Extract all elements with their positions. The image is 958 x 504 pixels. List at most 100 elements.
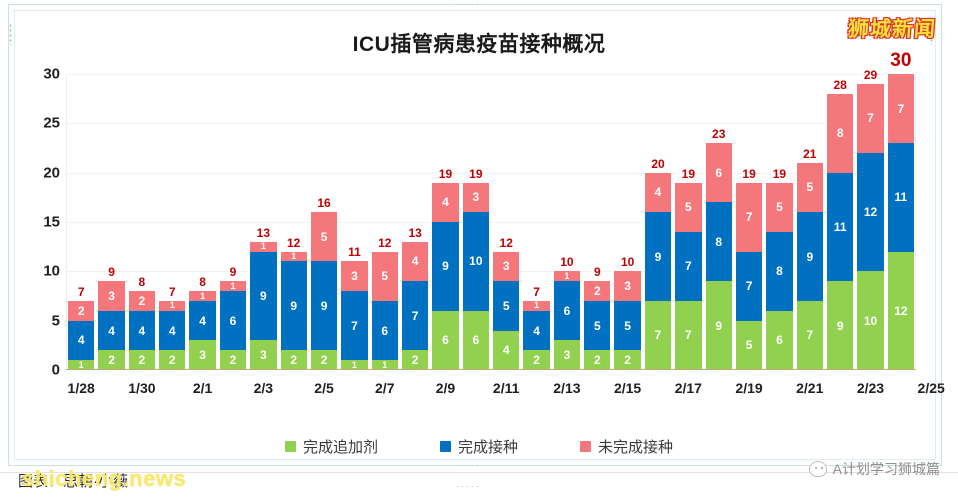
segment-value-label: 4 [411,254,419,269]
segment-booster: 6 [431,310,460,370]
segment-unvaccinated: 7 [734,182,764,252]
segment-value-label: 9 [715,318,723,333]
watermark-top-right: 狮城新闻 [847,18,937,41]
bar-column[interactable]: 10 3 5 2 [612,74,642,370]
legend-item[interactable]: 完成追加剂 [284,436,378,457]
bar-column[interactable]: 19 5 8 6 [764,74,794,370]
frame-grip-top-icon [455,2,481,7]
bar-total-label: 9 [593,265,601,280]
bar-column[interactable]: 16 5 9 2 [309,74,339,370]
bar-column[interactable]: 12 1 9 2 [279,74,309,370]
x-axis-tick-label: 1/28 [67,380,95,396]
bar-column[interactable]: 12 3 5 4 [491,74,521,370]
segment-booster: 9 [704,281,733,370]
segment-vaccinated: 8 [704,202,733,282]
chart-source-text: 图表：思朝·小薇 [18,473,128,490]
bar-column[interactable]: 30 7 11 12 [886,50,916,370]
bar-column[interactable]: 19 5 7 7 [673,74,703,370]
bar-column[interactable]: 12 5 6 1 [370,74,400,370]
segment-vaccinated: 9 [795,212,824,301]
segment-value-label: 2 [533,353,540,368]
x-axis-tick-label: 2/17 [674,380,702,396]
legend-swatch-icon [580,441,591,452]
bar-column[interactable]: 20 4 9 7 [643,74,673,370]
bar-column[interactable]: 10 1 6 3 [552,74,582,370]
segment-value-label: 7 [867,111,874,126]
bar-column[interactable]: 19 7 7 5 [734,74,764,370]
segment-booster: 10 [856,271,885,370]
segment-value-label: 3 [472,190,480,205]
segment-unvaccinated: 7 [856,83,885,153]
bar-column[interactable]: 19 4 9 6 [430,74,460,370]
bar-total-label: 21 [803,146,817,161]
x-axis-tick-label: 2/11 [492,380,520,396]
segment-unvaccinated: 1 [158,301,187,311]
legend-swatch-icon [439,441,451,452]
segment-value-label: 5 [502,298,510,313]
segment-booster: 2 [97,350,126,370]
segment-value-label: 7 [897,101,905,116]
segment-vaccinated: 4 [67,320,96,361]
chart-title: ICU插管病患疫苗接种概况 [352,33,606,56]
segment-booster: 2 [309,350,339,370]
bar-total-label: 28 [833,77,847,92]
legend-item[interactable]: 未完成接种 [580,436,673,457]
bar-column[interactable]: 13 1 9 3 [248,74,278,370]
bar-total-label: 30 [890,50,912,71]
footer-account[interactable]: A计划学习狮城篇 [808,459,940,479]
segment-booster: 2 [400,350,430,370]
bar-column[interactable]: 13 4 7 2 [400,74,430,370]
bar-total-label: 7 [168,284,176,299]
bar-column[interactable]: 28 8 11 9 [825,74,855,370]
segment-booster: 7 [643,300,673,370]
segment-vaccinated: 8 [765,231,794,311]
segment-value-label: 4 [654,185,662,200]
x-axis-tick-label: 2/15 [613,380,642,396]
legend-item[interactable]: 完成接种 [439,436,518,457]
bar-total-label: 10 [560,255,574,270]
bar-column[interactable]: 11 3 7 1 [339,74,369,370]
bar-column[interactable]: 21 5 9 7 [795,74,825,370]
segment-value-label: 2 [108,353,115,368]
x-axis-tick-label: 2/9 [435,380,456,396]
segment-value-label: 7 [685,328,692,343]
x-axis-tick-label: 2/5 [314,380,334,396]
bar-total-label: 11 [348,245,361,260]
segment-unvaccinated: 1 [552,271,582,282]
segment-vaccinated: 4 [188,300,217,341]
segment-vaccinated: 9 [309,261,339,351]
segment-booster: 2 [158,350,187,370]
y-axis-tick-label: 20 [43,164,60,182]
bar-column[interactable]: 9 2 5 2 [582,74,612,370]
segment-value-label: 9 [259,289,267,303]
segment-unvaccinated: 3 [613,271,642,301]
y-axis-tick-label: 0 [51,361,60,379]
bar-total-label: 23 [712,127,726,142]
bar-column[interactable]: 8 2 4 2 [127,74,157,370]
bar-column[interactable]: 7 1 4 2 [157,74,187,370]
segment-value-label: 5 [806,180,814,195]
bar-column[interactable]: 9 3 4 2 [96,74,126,370]
segment-vaccinated: 11 [886,143,916,252]
segment-value-label: 4 [442,195,449,210]
bar-column[interactable]: 23 6 8 9 [704,74,734,370]
segment-unvaccinated: 5 [765,182,794,232]
bar-column[interactable]: 29 7 12 10 [855,68,885,370]
footer-divider [0,472,958,473]
segment-value-label: 4 [168,323,176,338]
segment-vaccinated: 6 [370,300,399,361]
segment-value-label: 2 [229,353,237,368]
bar-column[interactable]: 19 3 10 6 [461,74,491,370]
segment-value-label: 11 [894,190,908,205]
y-axis: 0 5 10 15 20 25 30 [8,66,60,379]
y-axis-tick-label: 30 [43,65,60,83]
segment-value-label: 2 [77,303,85,318]
segment-value-label: 4 [502,343,510,358]
segment-unvaccinated: 8 [825,93,855,173]
segment-value-label: 3 [108,289,115,304]
bar-total-label: 8 [138,275,146,290]
